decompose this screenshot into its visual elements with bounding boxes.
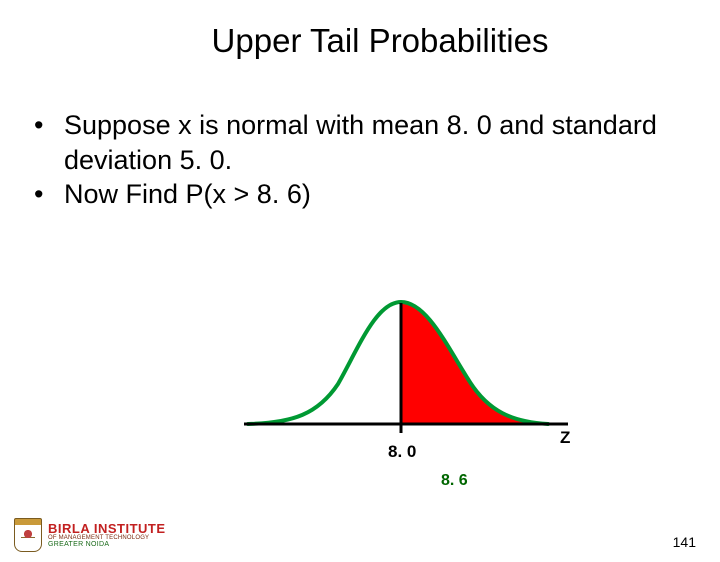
normal-curve-svg — [238, 284, 598, 494]
logo-line1: BIRLA INSTITUTE — [48, 522, 166, 535]
logo-text: BIRLA INSTITUTE OF MANAGEMENT TECHNOLOGY… — [48, 522, 166, 548]
institute-logo: BIRLA INSTITUTE OF MANAGEMENT TECHNOLOGY… — [14, 518, 166, 552]
upper-tail-fill — [401, 303, 548, 424]
bell-curve — [248, 302, 548, 424]
bullet-text: Now Find P(x > 8. 6) — [64, 177, 720, 212]
logo-shield-icon — [14, 518, 42, 552]
mean-value-label: 8. 0 — [388, 442, 416, 462]
logo-line3: GREATER NOIDA — [48, 541, 166, 548]
bullet-marker: • — [34, 108, 64, 143]
bullet-item: • Now Find P(x > 8. 6) — [34, 177, 720, 212]
x-value-label: 8. 6 — [441, 472, 468, 490]
bullet-text: Suppose x is normal with mean 8. 0 and s… — [64, 108, 720, 177]
page-number: 141 — [673, 534, 696, 550]
bullet-list: • Suppose x is normal with mean 8. 0 and… — [34, 108, 720, 212]
bullet-item: • Suppose x is normal with mean 8. 0 and… — [34, 108, 720, 177]
z-axis-label: Z — [560, 428, 570, 448]
page-title: Upper Tail Probabilities — [40, 22, 720, 60]
normal-curve-chart: Z 8. 0 8. 6 — [238, 284, 598, 494]
bullet-marker: • — [34, 177, 64, 212]
